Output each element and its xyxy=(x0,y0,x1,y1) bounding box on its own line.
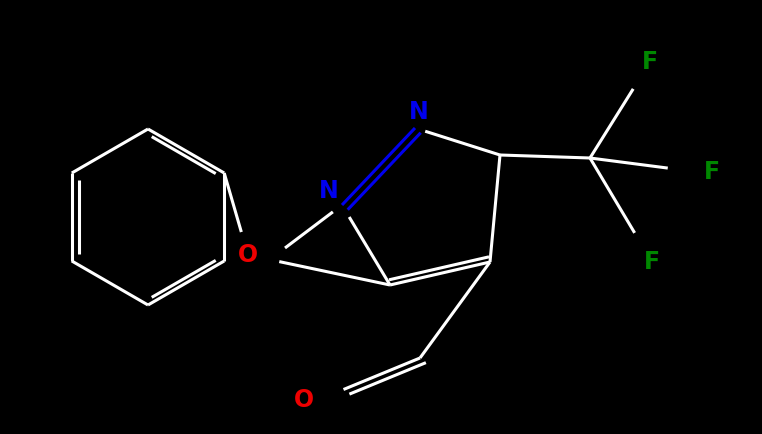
Text: O: O xyxy=(238,243,258,267)
Text: N: N xyxy=(319,179,338,203)
Text: F: F xyxy=(644,250,660,274)
Text: O: O xyxy=(294,388,314,412)
Text: F: F xyxy=(642,50,658,74)
Text: F: F xyxy=(704,160,720,184)
Text: N: N xyxy=(409,100,429,124)
